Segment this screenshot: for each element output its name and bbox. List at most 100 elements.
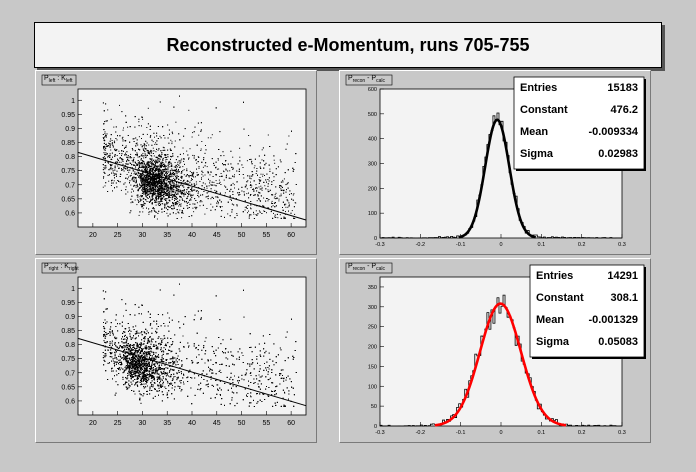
scatter-point — [157, 171, 159, 173]
scatter-point — [151, 174, 153, 176]
scatter-point — [150, 165, 152, 167]
scatter-point — [162, 187, 164, 189]
scatter-point — [249, 185, 251, 186]
scatter-point — [175, 204, 177, 206]
scatter-point — [115, 161, 116, 163]
scatter-point — [130, 191, 132, 193]
scatter-point — [232, 175, 234, 177]
x-tick-label: 0.2 — [578, 242, 586, 248]
scatter-point — [174, 146, 176, 148]
scatter-point — [133, 164, 135, 166]
scatter-point — [259, 200, 261, 202]
scatter-point — [172, 189, 174, 191]
scatter-point — [174, 200, 175, 201]
scatter-point — [132, 180, 134, 182]
scatter-point — [152, 207, 154, 208]
x-tick-label: 60 — [287, 232, 295, 239]
scatter-point — [150, 135, 152, 137]
scatter-point — [152, 190, 154, 191]
scatter-point — [146, 181, 148, 183]
scatter-point — [248, 210, 249, 212]
scatter-point — [210, 184, 212, 186]
scatter-point — [143, 149, 145, 151]
scatter-point — [147, 175, 149, 177]
scatter-point — [140, 158, 142, 160]
scatter-point — [186, 150, 188, 152]
scatter-point — [162, 193, 164, 195]
scatter-point — [144, 199, 146, 200]
scatter-point — [216, 191, 218, 193]
scatter-point — [277, 217, 279, 219]
scatter-point — [146, 173, 148, 175]
scatter-point — [186, 183, 188, 185]
scatter-point — [154, 215, 156, 217]
scatter-point — [144, 175, 146, 177]
scatter-point — [142, 171, 144, 173]
scatter-point — [144, 183, 146, 185]
scatter-point — [173, 189, 175, 191]
scatter-point — [227, 213, 229, 215]
scatter-point — [267, 200, 269, 202]
scatter-point — [140, 174, 141, 176]
scatter-point — [151, 169, 153, 171]
scatter-point — [163, 193, 165, 195]
scatter-point — [170, 176, 172, 178]
scatter-point — [202, 182, 204, 184]
scatter-point — [236, 204, 238, 206]
scatter-point — [267, 179, 269, 180]
scatter-point — [207, 172, 209, 174]
scatter-point — [260, 173, 262, 175]
scatter-point — [161, 194, 163, 196]
scatter-point — [159, 165, 161, 167]
scatter-point — [136, 194, 138, 196]
scatter-point — [166, 182, 168, 184]
scatter-point — [136, 183, 138, 185]
scatter-point — [158, 189, 160, 191]
scatter-point — [168, 162, 170, 163]
scatter-point — [123, 167, 125, 169]
scatter-point — [176, 170, 178, 172]
scatter-point — [155, 159, 157, 161]
scatter-point — [175, 190, 177, 191]
scatter-point — [160, 169, 162, 171]
scatter-point — [154, 190, 156, 192]
scatter-point — [168, 174, 170, 176]
scatter-point — [104, 121, 105, 123]
scatter-point — [133, 138, 135, 140]
scatter-point — [152, 181, 154, 183]
scatter-point — [139, 201, 141, 202]
scatter-point — [216, 183, 218, 184]
scatter-point — [232, 169, 234, 170]
scatter-point — [171, 192, 173, 194]
scatter-point — [161, 201, 163, 202]
scatter-point — [111, 152, 113, 154]
scatter-point — [144, 146, 145, 148]
scatter-point — [161, 187, 163, 189]
scatter-point — [203, 191, 205, 192]
scatter-point — [107, 156, 108, 158]
scatter-point — [143, 176, 144, 178]
scatter-point — [258, 192, 260, 194]
scatter-point — [124, 147, 125, 149]
scatter-point — [182, 181, 184, 183]
scatter-point — [184, 193, 186, 195]
scatter-point — [155, 188, 157, 190]
scatter-point — [245, 184, 247, 186]
scatter-point — [147, 171, 149, 173]
scatter-point — [195, 181, 197, 183]
scatter-point — [198, 196, 200, 198]
scatter-point — [283, 217, 285, 219]
scatter-point — [133, 190, 134, 192]
scatter-point — [159, 180, 161, 182]
scatter-point — [210, 137, 212, 139]
scatter-point — [169, 180, 171, 182]
scatter-point — [150, 180, 151, 182]
scatter-point — [147, 162, 149, 164]
scatter-point — [229, 215, 231, 217]
scatter-point — [280, 185, 282, 187]
scatter-point — [149, 181, 151, 183]
scatter-point — [155, 161, 157, 163]
scatter-point — [229, 195, 231, 197]
scatter-point — [210, 188, 212, 190]
scatter-point — [187, 195, 189, 197]
